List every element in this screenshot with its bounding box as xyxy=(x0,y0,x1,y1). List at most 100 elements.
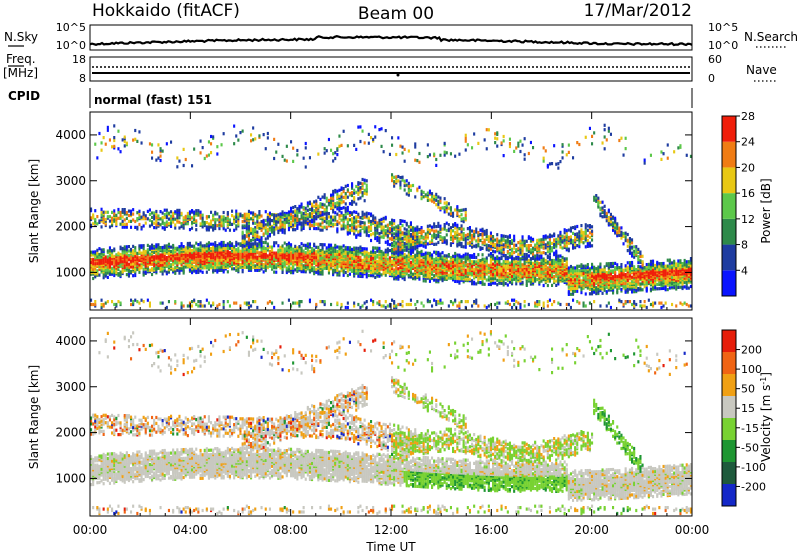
echo-cell xyxy=(113,124,116,128)
echo-cell xyxy=(176,216,179,220)
echo-cell xyxy=(132,249,135,253)
echo-cell xyxy=(372,214,375,218)
echo-cell xyxy=(325,149,328,153)
echo-cell xyxy=(374,135,377,139)
echo-cell xyxy=(273,228,276,232)
echo-cell xyxy=(464,233,467,238)
echo-cell xyxy=(435,300,438,304)
echo-cell xyxy=(134,254,137,259)
echo-cell xyxy=(460,277,463,281)
echo-cell xyxy=(399,273,402,277)
echo-cell xyxy=(386,260,389,264)
echo-cell xyxy=(304,246,307,250)
echo-cell xyxy=(416,274,419,278)
echo-cell xyxy=(365,186,368,190)
echo-cell xyxy=(273,251,276,255)
echo-cell xyxy=(426,155,429,159)
echo-cell xyxy=(431,304,434,308)
echo-cell xyxy=(140,244,143,248)
echo-cell xyxy=(100,298,103,302)
echo-cell xyxy=(216,152,219,156)
echo-cell xyxy=(205,298,208,302)
echo-cell xyxy=(100,207,103,211)
echo-cell xyxy=(123,135,126,139)
echo-cell xyxy=(378,267,381,271)
echo-cell xyxy=(100,141,103,145)
echo-cell xyxy=(241,226,244,230)
echo-cell xyxy=(117,258,120,263)
echo-cell xyxy=(426,298,429,302)
echo-cell xyxy=(151,211,154,215)
echo-cell xyxy=(130,209,133,213)
echo-cell xyxy=(165,208,168,212)
echo-cell xyxy=(184,249,187,253)
echo-cell xyxy=(414,264,417,268)
echo-cell xyxy=(174,217,177,221)
echo-cell xyxy=(241,214,244,218)
echo-cell xyxy=(435,256,438,260)
echo-cell xyxy=(117,300,120,304)
echo-cell xyxy=(308,249,311,253)
echo-cell xyxy=(321,213,324,217)
echo-cell xyxy=(241,224,244,228)
echo-cell xyxy=(319,270,322,275)
echo-cell xyxy=(113,209,116,213)
echo-cell xyxy=(397,274,400,278)
echo-cell xyxy=(325,246,328,250)
echo-cell xyxy=(214,252,217,256)
echo-cell xyxy=(308,219,311,223)
echo-cell xyxy=(431,276,434,281)
echo-cell xyxy=(157,243,160,247)
echo-cell xyxy=(132,212,135,216)
echo-cell xyxy=(241,243,244,247)
echo-cell xyxy=(306,204,309,208)
echo-cell xyxy=(483,304,486,308)
echo-cell xyxy=(346,273,349,278)
echo-cell xyxy=(283,221,286,225)
echo-cell xyxy=(273,254,276,258)
echo-cell xyxy=(268,249,271,254)
echo-cell xyxy=(176,208,179,212)
echo-cell xyxy=(464,255,467,259)
echo-cell xyxy=(336,219,339,224)
echo-cell xyxy=(178,253,181,258)
echo-cell xyxy=(212,249,215,254)
echo-cell xyxy=(302,255,305,259)
echo-cell xyxy=(325,262,328,266)
echo-cell xyxy=(283,250,286,254)
echo-cell xyxy=(98,273,101,277)
echo-cell xyxy=(466,241,469,245)
echo-cell xyxy=(108,225,111,229)
echo-cell xyxy=(130,302,133,307)
echo-cell xyxy=(98,131,101,136)
echo-cell xyxy=(111,269,114,273)
echo-cell xyxy=(437,240,440,245)
echo-cell xyxy=(403,241,406,246)
echo-cell xyxy=(485,256,488,260)
echo-cell xyxy=(279,221,282,225)
echo-cell xyxy=(201,216,204,220)
echo-cell xyxy=(121,215,124,219)
echo-cell xyxy=(148,301,151,305)
echo-cell xyxy=(207,222,210,226)
echo-cell xyxy=(292,225,295,229)
echo-cell xyxy=(489,252,492,256)
echo-cell xyxy=(313,219,316,223)
echo-cell xyxy=(424,251,427,255)
echo-cell xyxy=(182,216,185,220)
echo-cell xyxy=(260,243,263,248)
echo-cell xyxy=(428,189,431,193)
echo-cell xyxy=(378,262,381,267)
echo-cell xyxy=(353,229,356,233)
echo-cell xyxy=(243,244,246,248)
echo-cell xyxy=(422,195,425,199)
echo-cell xyxy=(321,243,324,247)
echo-cell xyxy=(353,246,356,250)
echo-cell xyxy=(199,300,202,304)
echo-cell xyxy=(271,213,274,217)
echo-cell xyxy=(201,213,204,217)
echo-cell xyxy=(283,158,286,162)
echo-cell xyxy=(386,269,389,273)
echo-cell xyxy=(178,267,181,271)
